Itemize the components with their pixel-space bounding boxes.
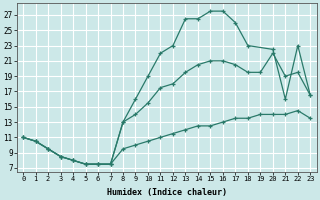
X-axis label: Humidex (Indice chaleur): Humidex (Indice chaleur): [107, 188, 227, 197]
